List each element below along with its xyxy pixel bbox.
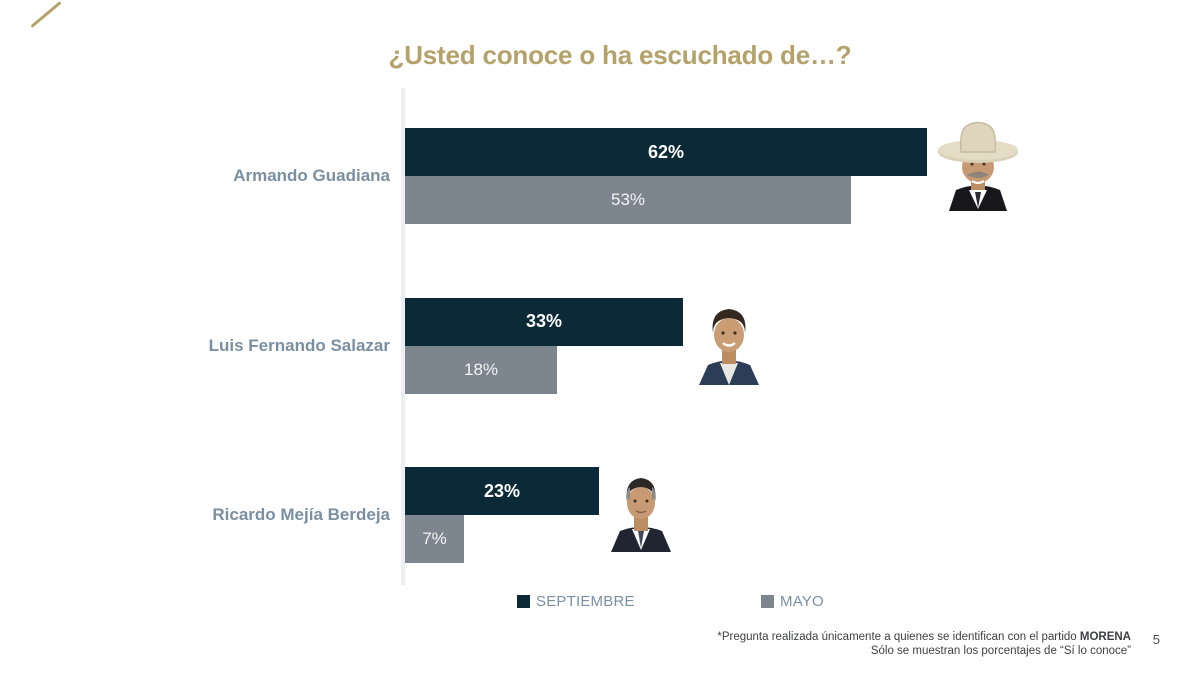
footnote-line-2: Sólo se muestran los porcentajes de “Sí … [870, 645, 1131, 657]
chart-legend: SEPTIEMBRE MAYO [0, 593, 1200, 613]
photo-luis-fernando-salazar [699, 309, 759, 385]
footnote-line-1: *Pregunta realizada únicamente a quienes… [717, 631, 1131, 643]
septiembre-swatch [517, 595, 530, 608]
footnote: *Pregunta realizada únicamente a quienes… [717, 630, 1131, 658]
category-label-3: Ricardo Mejía Berdeja [212, 505, 390, 524]
photo-ricardo-mejia-berdeja [611, 478, 671, 552]
corner-accent-slash [30, 1, 62, 28]
bar-septiembre-3: 23% [405, 467, 599, 515]
legend-label-mayo: MAYO [780, 593, 824, 610]
chart-title: ¿Usted conoce o ha escuchado de…? [388, 40, 852, 70]
bar-septiembre-1: 62% [405, 128, 927, 176]
bar-mayo-2: 18% [405, 345, 557, 394]
mayo-swatch [761, 595, 774, 608]
category-label-1: Armando Guadiana [233, 166, 390, 185]
axis-line [401, 88, 405, 585]
page-number: 5 [1152, 632, 1160, 647]
legend-item-septiembre: SEPTIEMBRE [517, 593, 635, 610]
category-label-2: Luis Fernando Salazar [208, 335, 390, 355]
bar-septiembre-2: 33% [405, 297, 683, 346]
legend-item-mayo: MAYO [761, 593, 824, 610]
value-label-mayo-2: 18% [463, 359, 499, 379]
value-label-septiembre-3: 23% [483, 480, 521, 501]
value-label-mayo-3: 7% [422, 529, 447, 548]
value-label-septiembre-1: 62% [647, 141, 685, 162]
bar-mayo-1: 53% [405, 176, 851, 224]
value-label-septiembre-2: 33% [525, 311, 563, 331]
legend-label-septiembre: SEPTIEMBRE [536, 593, 635, 610]
footnote-party-name: MORENA [1079, 631, 1131, 643]
value-label-mayo-1: 53% [610, 190, 646, 209]
photo-armando-guadiana [938, 121, 1018, 211]
bar-mayo-3: 7% [405, 515, 464, 563]
